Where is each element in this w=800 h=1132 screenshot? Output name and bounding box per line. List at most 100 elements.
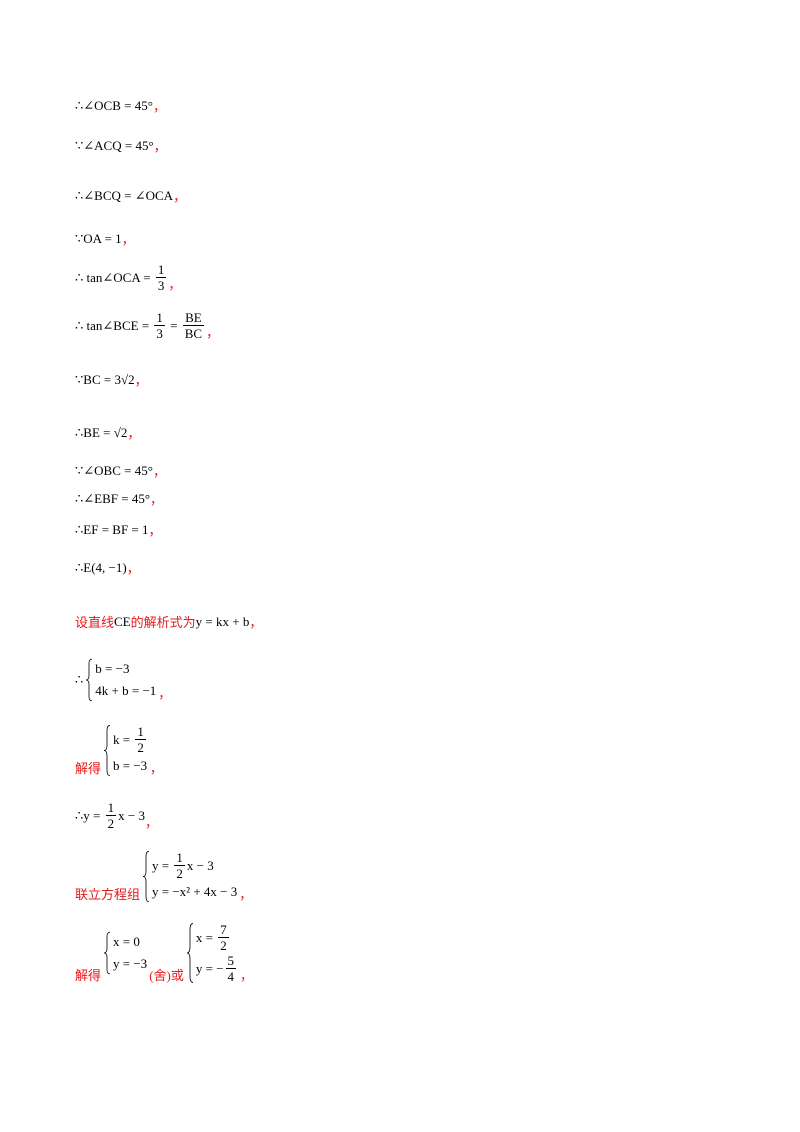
math-line: ∴ b = −3 4k + b = −1，: [75, 658, 171, 702]
brace: [85, 658, 93, 702]
math-line: ∴ tan∠OCA = 1 3，: [75, 262, 181, 293]
text-run: ，: [149, 761, 163, 776]
system-row: b = −3: [113, 755, 148, 777]
brace: [103, 724, 111, 777]
math-text: y =: [152, 857, 173, 873]
math-line: 设直线 CE 的解析式为 y = kx + b，: [75, 612, 262, 631]
denominator: 3: [154, 325, 165, 341]
math-text: x =: [195, 929, 217, 945]
math-line: ∵∠OBC = 45°，: [75, 461, 166, 480]
math-line: ∴∠EBF = 45°，: [75, 489, 163, 508]
system-row: b = −3: [95, 658, 156, 680]
system-row: y = −5 4: [196, 953, 238, 984]
math-text: y = −x² + 4x − 3: [152, 884, 238, 899]
text-run: ，: [239, 887, 253, 902]
math-text: x − 3: [118, 807, 145, 823]
text-run: ，: [134, 373, 148, 388]
math-line: ∴EF = BF = 1，: [75, 520, 162, 539]
numerator: BE: [185, 310, 202, 325]
text-run: ∴: [75, 672, 84, 687]
math-text: y = kx + b: [195, 613, 250, 629]
brace-path: [104, 932, 110, 974]
text-run: 设直线: [75, 615, 115, 630]
brace-path: [187, 924, 193, 983]
system-row: y = −x² + 4x − 3: [152, 881, 237, 903]
system-row: x = 0: [113, 931, 147, 953]
math-text: ∵OA = 1: [75, 230, 122, 246]
math-line: ∵∠ACQ = 45°，: [75, 136, 167, 155]
brace: [103, 931, 111, 975]
math-text: ∴∠OCB = 45°: [75, 97, 153, 113]
text-run: 解得: [75, 968, 102, 983]
text-run: 或: [170, 968, 184, 983]
denominator: 2: [105, 815, 117, 831]
math-text: y = −: [195, 960, 224, 976]
system-rows: b = −3 4k + b = −1: [93, 658, 156, 702]
text-run: 解得: [75, 761, 102, 776]
numerator: 1: [107, 800, 115, 815]
brace: [186, 922, 194, 984]
math-line: ∴E(4, −1)，: [75, 558, 140, 577]
system-row: 4k + b = −1: [95, 680, 156, 702]
numerator: 1: [176, 850, 183, 865]
brace-path: [143, 851, 149, 901]
fraction: BE BC: [182, 310, 205, 341]
system-rows: x = 0 y = −3: [111, 931, 147, 975]
numerator: 5: [227, 953, 235, 968]
numerator: 1: [137, 724, 144, 739]
numerator: 7: [220, 922, 227, 937]
text-run: ，: [152, 464, 166, 479]
text-run: ，: [249, 615, 263, 630]
text-run: ，: [121, 232, 135, 247]
math-text: b = −3: [113, 758, 148, 773]
equation-system: x = 0 y = −3: [103, 931, 147, 975]
math-line: ∴∠BCQ = ∠OCA，: [75, 186, 186, 205]
math-text: ∴y =: [75, 807, 104, 823]
text-run: ，: [150, 492, 164, 507]
math-text: y = −3: [113, 956, 148, 971]
text-run: ，: [240, 968, 254, 983]
denominator: BC: [182, 325, 205, 341]
math-text: ∴∠BCQ = ∠OCA: [75, 187, 174, 203]
math-text: ∵∠OBC = 45°: [75, 462, 153, 478]
equation-system: b = −3 4k + b = −1: [85, 658, 156, 702]
math-text: b = −3: [95, 661, 130, 676]
text-run: (舍): [149, 968, 171, 983]
math-line: ∴BE = √2，: [75, 423, 140, 442]
math-text: ∴ tan∠OCA =: [75, 269, 154, 285]
text-run: ，: [126, 561, 140, 576]
math-line: ∵BC = 3√2，: [75, 370, 148, 389]
math-text: ∵BC = 3√2: [75, 371, 135, 387]
math-text: 4k + b = −1: [95, 683, 157, 698]
text-run: 的解析式为: [130, 615, 196, 630]
denominator: 2: [174, 865, 185, 881]
brace-path: [104, 725, 110, 775]
numerator: 1: [156, 310, 163, 325]
system-row: y = −3: [113, 953, 147, 975]
math-text: ∴E(4, −1): [75, 559, 127, 575]
text-run: ，: [168, 277, 182, 292]
math-line: ∴∠OCB = 45°，: [75, 96, 166, 115]
math-text: CE: [114, 613, 131, 629]
text-run: ，: [158, 686, 172, 701]
math-line: ∵OA = 1，: [75, 229, 135, 248]
